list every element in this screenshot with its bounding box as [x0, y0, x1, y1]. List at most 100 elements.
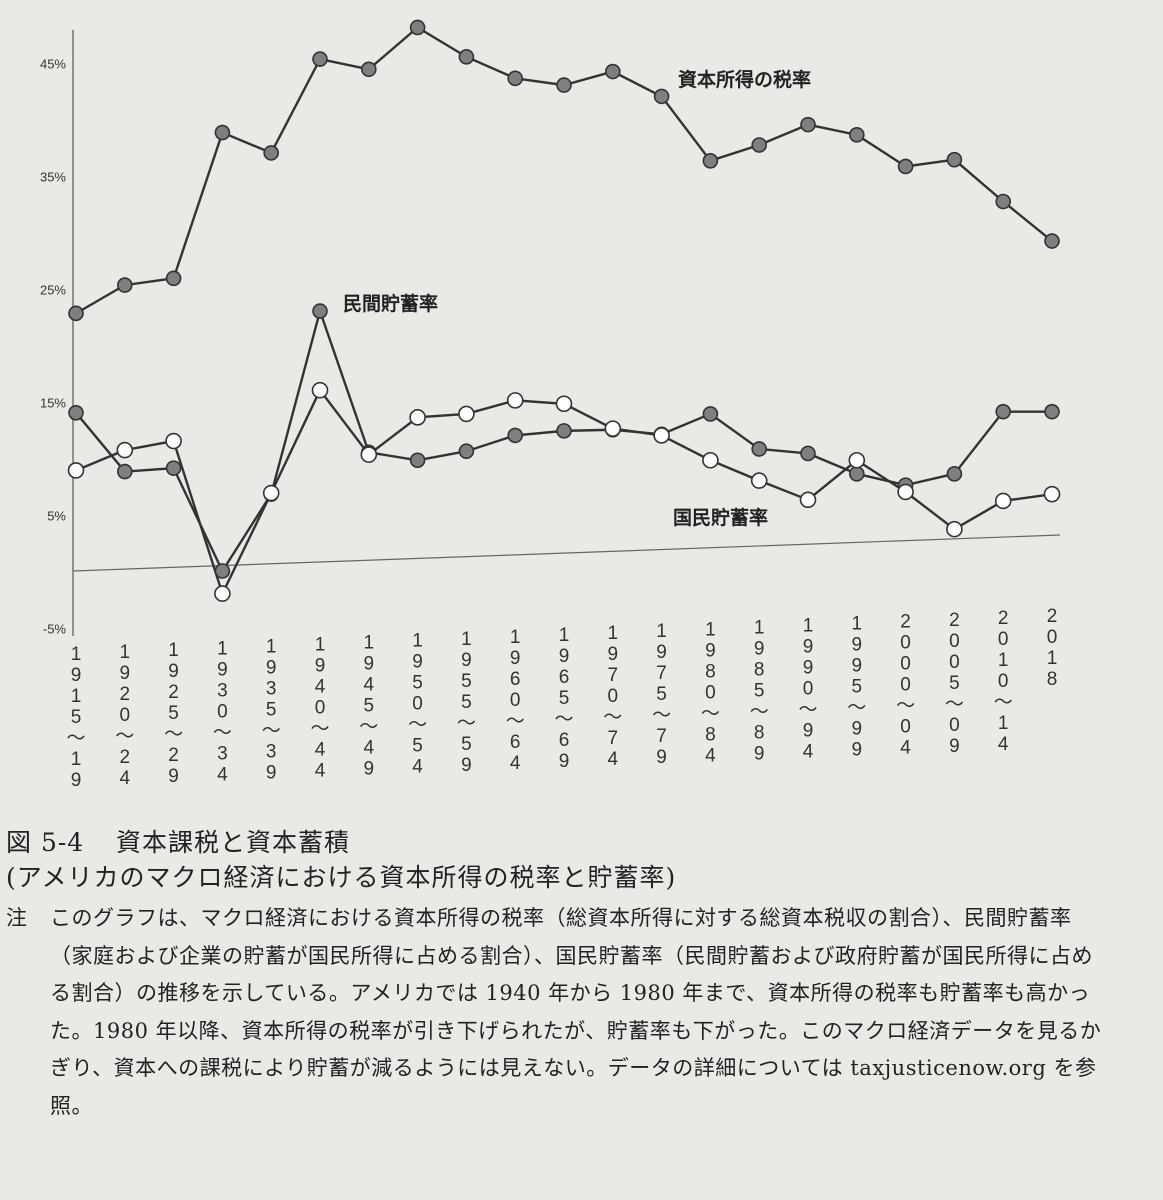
series-lines — [75, 25, 1053, 597]
capital-tax-rate-point — [1044, 233, 1060, 249]
x-tick-label: 1 9 2 5 〜 2 9 — [164, 640, 183, 787]
private-saving-rate-point — [117, 463, 133, 480]
national-saving-rate-point — [799, 491, 817, 509]
national-saving-rate-point — [165, 432, 182, 450]
x-tick-label: 1 9 5 5 〜 5 9 — [457, 629, 476, 776]
private-saving-rate-line — [75, 306, 1052, 574]
note-text: このグラフは、マクロ経済における資本所得の税率（総資本所得に対する総資本税収の割… — [50, 906, 1102, 1118]
capital-tax-rate-point — [165, 270, 182, 287]
national-saving-rate-point — [67, 462, 85, 479]
national-saving-rate-point — [653, 427, 670, 444]
private-saving-rate-point — [946, 466, 963, 482]
national-saving-rate-point — [116, 441, 134, 459]
capital-tax-rate-point — [117, 277, 133, 293]
x-tick-label: 2 0 1 0 〜 1 4 — [994, 608, 1013, 755]
capital-tax-rate-point — [946, 151, 963, 168]
capital-tax-rate-point — [653, 88, 670, 105]
y-tick-label: 25% — [40, 283, 66, 298]
national-saving-rate-point — [897, 483, 914, 501]
x-tick-label: 1 9 3 5 〜 3 9 — [262, 636, 281, 783]
x-tick-labels: 1 9 1 5 〜 1 9 1 9 2 0 〜 2 4 1 9 2 5 〜 2 9 1 9 3 0 〜 3 4 1 9 3 5 〜 3 9 1 9 4 0 〜… — [66, 606, 1057, 791]
private-saving-rate-point — [702, 406, 719, 422]
private-saving-rate-point — [165, 460, 182, 476]
national-saving-rate-point — [311, 381, 329, 399]
x-tick-label: 1 9 2 0 〜 2 4 — [115, 642, 134, 789]
figure-note: 注 このグラフは、マクロ経済における資本所得の税率（総資本所得に対する総資本税収… — [6, 900, 1156, 1125]
capital-tax-rate-point — [702, 153, 719, 169]
national-saving-rate-label: 国民貯蓄率 — [673, 506, 768, 529]
national-saving-rate-point — [555, 395, 573, 413]
capital-tax-rate-point — [312, 51, 328, 67]
capital-tax-rate-point — [214, 124, 231, 141]
capital-tax-rate-point — [848, 127, 865, 143]
national-saving-rate-point — [946, 520, 963, 538]
note-mark: 注 — [6, 906, 28, 930]
figure-number: 図 5-4 — [6, 828, 85, 857]
figure-title-line: 図 5-4 資本課税と資本蓄積 — [6, 826, 1156, 860]
x-tick-label: 1 9 4 0 〜 4 4 — [310, 635, 329, 782]
national-saving-rate-point — [848, 451, 866, 469]
capital-tax-rate-label: 資本所得の税率 — [678, 68, 811, 91]
capital-tax-rate-point — [409, 19, 426, 36]
figure-title: 資本課税と資本蓄積 — [116, 828, 351, 857]
x-tick-label: 1 9 3 0 〜 3 4 — [213, 638, 232, 785]
capital-tax-rate-point — [458, 49, 475, 65]
private-saving-rate-point — [458, 443, 475, 460]
y-tick-label: -5% — [43, 622, 67, 637]
x-tick-label: 1 9 1 5 〜 1 9 — [66, 644, 85, 791]
capital-tax-rate-point — [995, 193, 1012, 210]
x-tick-label: 1 9 9 0 〜 9 4 — [798, 616, 817, 763]
capital-tax-rate-point — [800, 116, 816, 133]
x-tick-label: 1 9 5 0 〜 5 4 — [408, 631, 427, 778]
national-saving-rate-point — [702, 451, 719, 469]
national-saving-rate-point — [360, 446, 378, 463]
y-tick-labels: 45% 35% 25% 15% 5% -5% — [40, 57, 66, 637]
x-tick-label: 1 9 8 5 〜 8 9 — [750, 617, 769, 764]
private-saving-rate-label: 民間貯蓄率 — [343, 292, 438, 315]
y-tick-label: 15% — [40, 396, 66, 411]
x-tick-label: 1 9 7 0 〜 7 4 — [603, 623, 622, 770]
x-tick-label: 2 0 0 5 〜 0 9 — [945, 610, 964, 757]
chart-axes — [72, 30, 1061, 636]
national-saving-rate-point — [604, 420, 622, 437]
national-saving-rate-point — [409, 409, 426, 426]
x-tick-label: 1 9 7 5 〜 7 9 — [652, 621, 671, 768]
x-tick-label: 1 9 6 5 〜 6 9 — [554, 625, 573, 772]
capital-tax-rate-point — [68, 305, 84, 322]
capital-tax-rate-point — [897, 158, 914, 175]
capital-tax-rate-point — [360, 61, 377, 78]
figure-subtitle: (アメリカのマクロ経済における資本所得の税率と貯蓄率) — [6, 863, 677, 892]
national-saving-rate-point — [262, 484, 280, 502]
national-saving-rate-point — [750, 472, 768, 489]
y-tick-label: 35% — [40, 170, 66, 185]
private-saving-rate-point — [214, 563, 231, 579]
capital-tax-rate-point — [604, 63, 621, 80]
private-saving-rate-point — [556, 423, 572, 439]
private-saving-rate-point — [751, 441, 768, 457]
capital-tax-rate-point — [556, 77, 572, 93]
national-saving-rate-point — [1043, 485, 1061, 503]
private-saving-rate-point — [68, 404, 84, 421]
capital-tax-rate-point — [263, 145, 280, 161]
private-saving-rate-point — [1044, 403, 1060, 420]
x-tick-label: 1 9 9 5 〜 9 9 — [847, 614, 866, 761]
capital-tax-rate-point — [751, 137, 768, 153]
national-saving-rate-point — [214, 585, 231, 602]
private-saving-rate-point — [800, 445, 816, 462]
y-tick-label: 45% — [40, 57, 66, 72]
figure-caption: 図 5-4 資本課税と資本蓄積 (アメリカのマクロ経済における資本所得の税率と貯蓄… — [6, 826, 1156, 1125]
x-tick-label: 1 9 6 0 〜 6 4 — [506, 627, 525, 774]
private-saving-rate-point — [995, 403, 1012, 420]
private-saving-rate-point — [409, 452, 426, 469]
national-saving-rate-point — [994, 492, 1012, 510]
series-points — [67, 19, 1061, 602]
x-tick-label: 2 0 0 0 〜 0 4 — [896, 612, 915, 759]
national-saving-rate-point — [506, 392, 524, 409]
national-saving-rate-point — [458, 405, 475, 423]
x-tick-label: 1 9 8 0 〜 8 4 — [701, 619, 720, 766]
chart: 45%35%25%15%5%-5% 1 9 1 5 〜 1 91 9 2 0 〜 2 41 9 2 5 〜 2 91… — [40, 19, 1061, 791]
private-saving-rate-point — [312, 303, 328, 319]
y-tick-label: 5% — [47, 509, 66, 524]
